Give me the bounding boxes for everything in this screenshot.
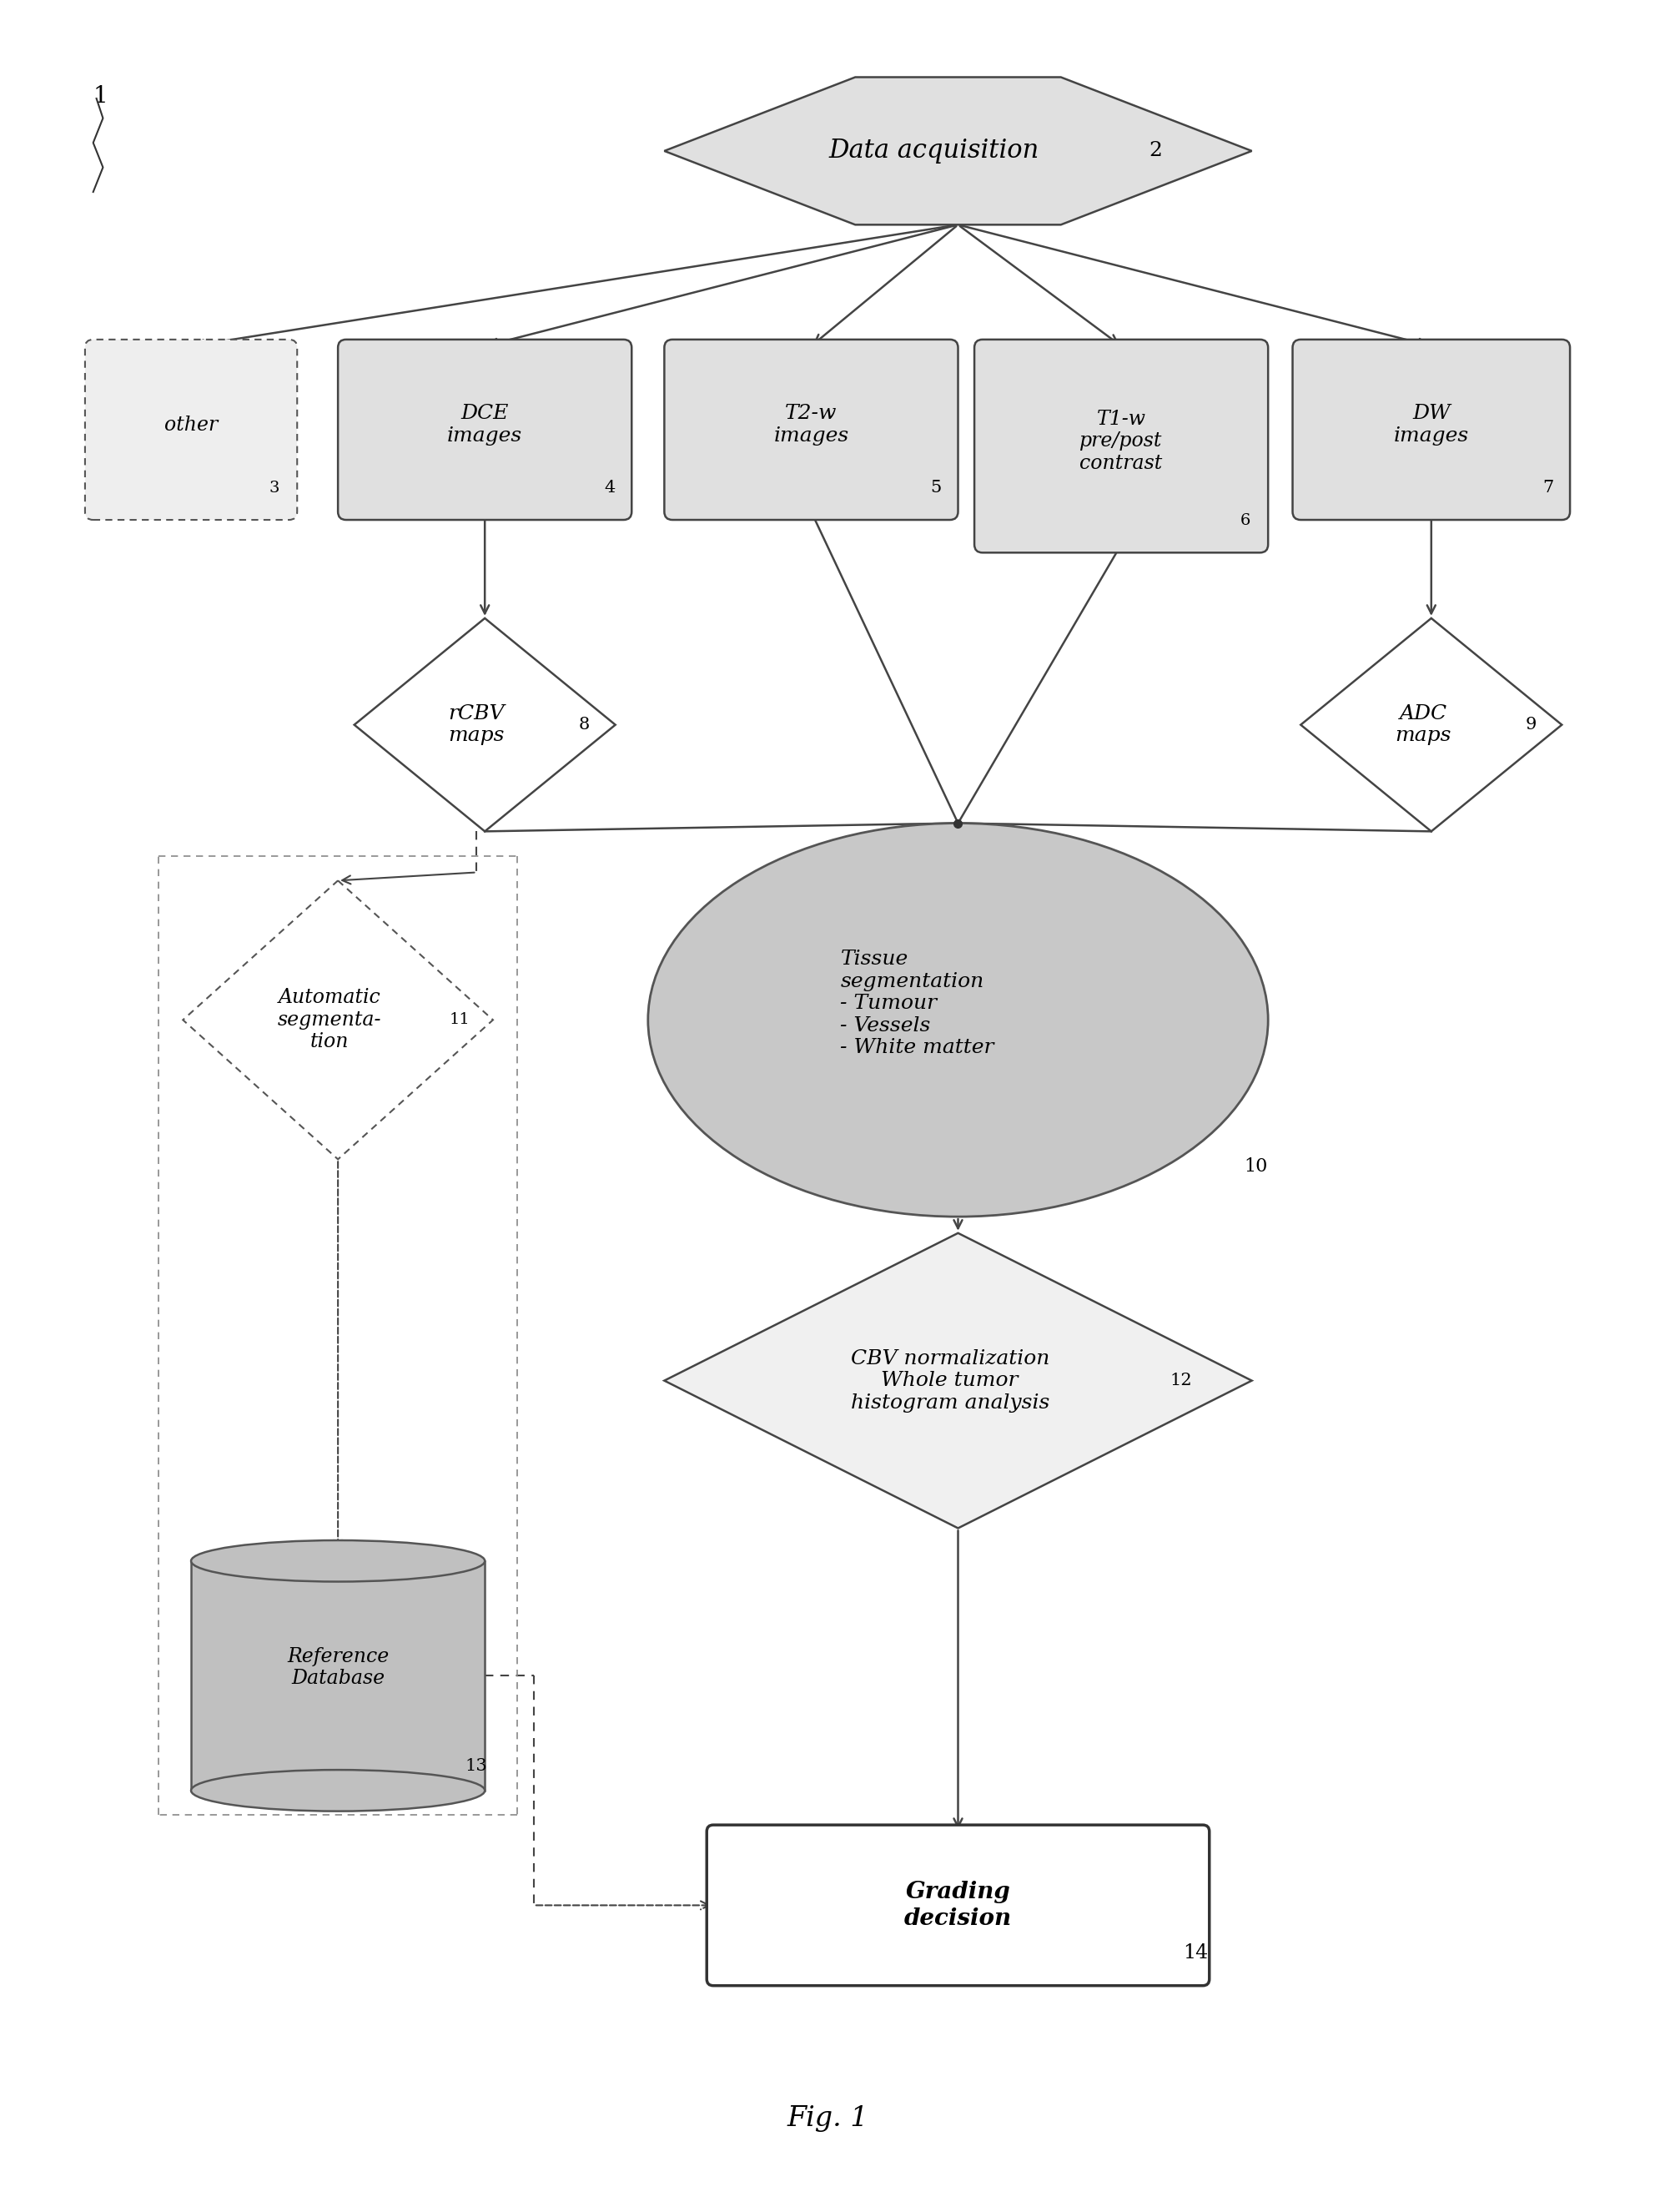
Text: 1: 1: [93, 86, 108, 108]
Text: 12: 12: [1170, 1374, 1192, 1389]
Text: 4: 4: [604, 480, 616, 495]
FancyBboxPatch shape: [975, 338, 1268, 553]
Text: other: other: [164, 416, 218, 434]
Polygon shape: [664, 1232, 1251, 1528]
Text: ADC
maps: ADC maps: [1395, 703, 1451, 745]
Polygon shape: [184, 880, 493, 1159]
FancyBboxPatch shape: [664, 338, 958, 520]
Text: T2-w
images: T2-w images: [773, 405, 849, 445]
Ellipse shape: [190, 1770, 485, 1812]
Text: Reference
Database: Reference Database: [286, 1648, 389, 1688]
Text: DW
images: DW images: [1394, 405, 1470, 445]
Text: 10: 10: [1243, 1157, 1268, 1177]
Text: 2: 2: [1149, 142, 1162, 161]
Text: 3: 3: [270, 480, 280, 495]
Text: Automatic
segmenta-
tion: Automatic segmenta- tion: [278, 989, 382, 1051]
Text: T1-w
pre/post
contrast: T1-w pre/post contrast: [1079, 409, 1163, 473]
Text: DCE
images: DCE images: [447, 405, 523, 445]
Text: Tissue
segmentation
- Tumour
- Vessels
- White matter: Tissue segmentation - Tumour - Vessels -…: [841, 949, 995, 1057]
Text: 9: 9: [1526, 717, 1536, 732]
Ellipse shape: [649, 823, 1268, 1217]
Ellipse shape: [190, 1540, 485, 1582]
Polygon shape: [1301, 617, 1562, 832]
Polygon shape: [354, 617, 616, 832]
FancyBboxPatch shape: [1293, 338, 1571, 520]
FancyBboxPatch shape: [338, 338, 632, 520]
Text: 7: 7: [1542, 480, 1554, 495]
Text: rCBV
maps: rCBV maps: [449, 703, 505, 745]
Text: CBV normalization
Whole tumor
histogram analysis: CBV normalization Whole tumor histogram …: [851, 1349, 1049, 1413]
Text: 11: 11: [450, 1013, 470, 1026]
Bar: [190, 1562, 485, 1790]
Text: 6: 6: [1240, 513, 1251, 529]
Polygon shape: [664, 77, 1251, 226]
Text: Grading
decision: Grading decision: [904, 1880, 1011, 1929]
Text: 14: 14: [1183, 1944, 1208, 1962]
Text: 8: 8: [579, 717, 589, 732]
FancyBboxPatch shape: [84, 338, 298, 520]
Text: Data acquisition: Data acquisition: [829, 137, 1039, 164]
Text: Fig. 1: Fig. 1: [786, 2106, 869, 2132]
Text: 5: 5: [930, 480, 942, 495]
Text: 13: 13: [465, 1759, 488, 1774]
FancyBboxPatch shape: [707, 1825, 1210, 1986]
